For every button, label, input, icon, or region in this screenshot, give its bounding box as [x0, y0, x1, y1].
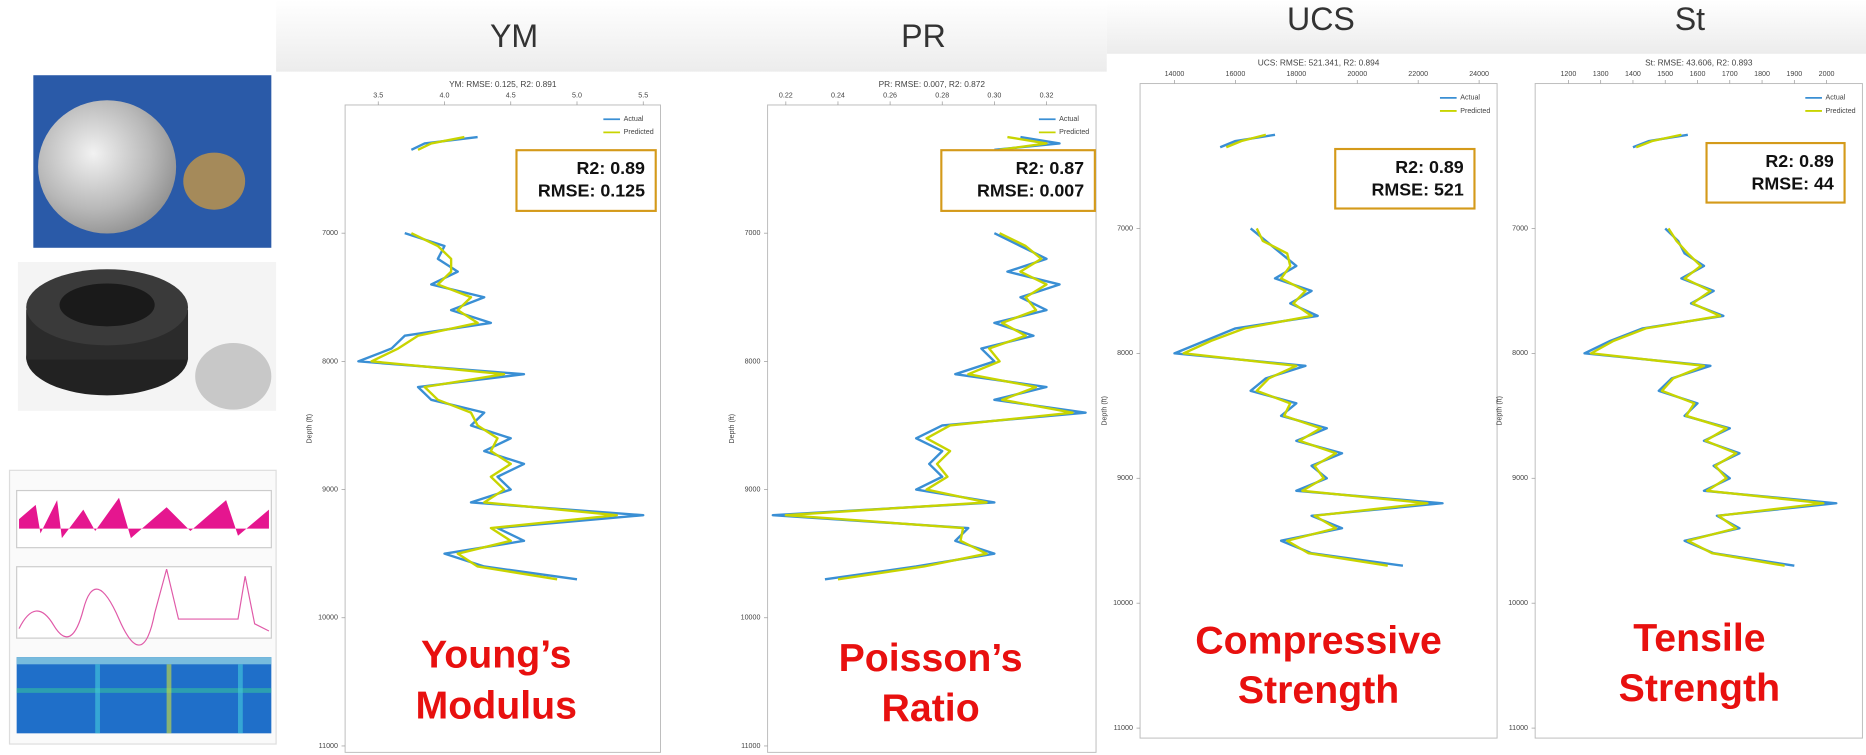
y-tick-label: 9000 — [1512, 474, 1528, 482]
x-tick-label: 18000 — [1286, 70, 1306, 78]
y-axis-label: Depth (ft) — [1100, 396, 1108, 426]
x-tick-label: 4.5 — [506, 91, 516, 99]
x-tick-label: 16000 — [1226, 70, 1246, 78]
metric-text: RMSE: 521 — [1372, 179, 1464, 199]
y-tick-label: 9000 — [322, 485, 338, 493]
y-tick-label: 7000 — [745, 229, 761, 237]
header: YM — [490, 18, 538, 54]
legend-label: Predicted — [624, 128, 654, 136]
caption: Modulus — [416, 684, 577, 728]
header-band — [276, 0, 1107, 71]
y-tick-label: 10000 — [1113, 599, 1133, 607]
legend-label: Actual — [1460, 94, 1480, 102]
legend-label: Predicted — [1826, 107, 1856, 115]
caption: Poisson’s — [839, 636, 1023, 680]
y-tick-label: 9000 — [745, 485, 761, 493]
x-tick-label: 14000 — [1165, 70, 1185, 78]
y-tick-label: 8000 — [322, 357, 338, 365]
x-tick-label: 0.32 — [1040, 91, 1054, 99]
y-tick-label: 10000 — [1508, 599, 1528, 607]
x-tick-label: 22000 — [1408, 70, 1428, 78]
header: St — [1675, 1, 1705, 37]
metric-text: R2: 0.87 — [1016, 158, 1085, 178]
metric-text: R2: 0.89 — [1765, 151, 1834, 171]
core-photo — [33, 75, 271, 248]
y-tick-label: 11000 — [741, 742, 760, 750]
y-tick-label: 11000 — [1114, 724, 1133, 732]
y-tick-label: 8000 — [745, 357, 761, 365]
legend-label: Actual — [1826, 94, 1846, 102]
caption: Strength — [1619, 666, 1780, 710]
y-axis-label: Depth (ft) — [305, 414, 313, 444]
y-tick-label: 7000 — [1117, 224, 1133, 232]
metric-text: RMSE: 0.007 — [977, 181, 1084, 201]
x-tick-label: 0.22 — [779, 91, 793, 99]
chart-title: YM: RMSE: 0.125, R2: 0.891 — [449, 79, 557, 89]
x-tick-label: 1200 — [1560, 70, 1576, 78]
header-band — [1107, 0, 1866, 54]
legend-label: Predicted — [1059, 128, 1089, 136]
chart-title: PR: RMSE: 0.007, R2: 0.872 — [879, 79, 986, 89]
cap-photo — [18, 262, 276, 411]
x-tick-label: 5.0 — [572, 91, 582, 99]
x-tick-label: 1800 — [1754, 70, 1770, 78]
metric-text: RMSE: 0.125 — [538, 181, 645, 201]
x-tick-label: 24000 — [1469, 70, 1489, 78]
caption: Compressive — [1195, 618, 1442, 662]
legend-label: Actual — [624, 115, 644, 123]
header: UCS — [1287, 1, 1355, 37]
x-tick-label: 1600 — [1690, 70, 1706, 78]
caption: Young’s — [421, 633, 572, 677]
caption: Tensile — [1633, 616, 1765, 660]
chart-title: UCS: RMSE: 521.341, R2: 0.894 — [1258, 58, 1380, 68]
slide: YM YM: RMSE: 0.125, R2: 0.891 3.5 4.0 4.5 5.0… — [0, 0, 1866, 755]
y-tick-label: 10000 — [741, 614, 761, 622]
legend-label: Predicted — [1460, 107, 1490, 115]
x-tick-label: 0.24 — [831, 91, 845, 99]
caption: Ratio — [882, 686, 980, 730]
x-tick-label: 0.30 — [987, 91, 1001, 99]
x-tick-label: 0.28 — [935, 91, 949, 99]
y-tick-label: 7000 — [322, 229, 338, 237]
signal-panel — [10, 470, 277, 744]
x-tick-label: 1300 — [1593, 70, 1609, 78]
x-tick-label: 5.5 — [638, 91, 648, 99]
y-tick-label: 7000 — [1512, 224, 1528, 232]
y-axis-label: Depth (ft) — [1495, 396, 1503, 426]
x-tick-label: 1900 — [1786, 70, 1802, 78]
x-tick-label: 3.5 — [373, 91, 383, 99]
metric-text: R2: 0.89 — [1395, 157, 1464, 177]
y-tick-label: 10000 — [318, 614, 338, 622]
y-tick-label: 8000 — [1117, 349, 1133, 357]
y-tick-label: 8000 — [1512, 349, 1528, 357]
y-tick-label: 9000 — [1117, 474, 1133, 482]
x-tick-label: 2000 — [1819, 70, 1835, 78]
header: PR — [901, 18, 946, 54]
x-tick-label: 4.0 — [440, 91, 450, 99]
x-tick-label: 20000 — [1347, 70, 1367, 78]
x-tick-label: 1500 — [1657, 70, 1673, 78]
legend-label: Actual — [1059, 115, 1079, 123]
y-tick-label: 11000 — [1509, 724, 1528, 732]
x-tick-label: 0.26 — [883, 91, 897, 99]
x-tick-label: 1400 — [1625, 70, 1641, 78]
x-tick-label: 1700 — [1722, 70, 1738, 78]
metric-text: RMSE: 44 — [1752, 173, 1834, 193]
metric-text: R2: 0.89 — [577, 158, 646, 178]
y-tick-label: 11000 — [319, 742, 338, 750]
caption: Strength — [1238, 668, 1399, 712]
chart-title: St: RMSE: 43.606, R2: 0.893 — [1645, 58, 1753, 68]
page: YM YM: RMSE: 0.125, R2: 0.891 3.5 4.0 4.5 5.0… — [0, 0, 1866, 755]
y-axis-label: Depth (ft) — [728, 414, 736, 444]
